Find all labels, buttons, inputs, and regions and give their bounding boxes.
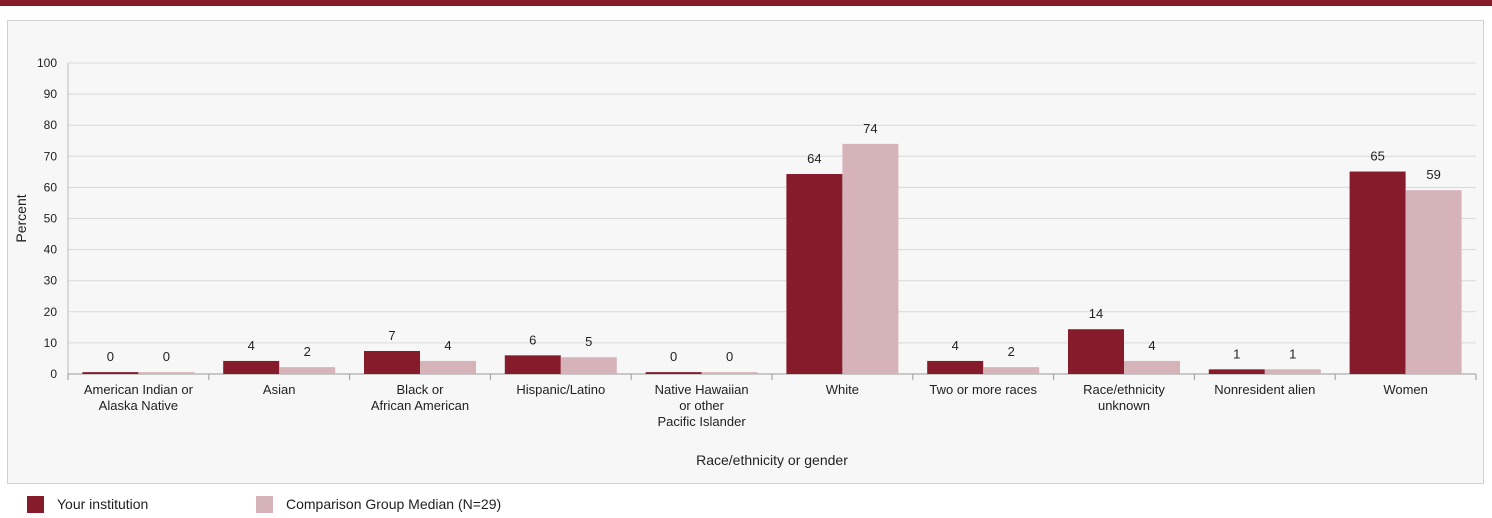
y-tick-label: 60 bbox=[44, 180, 58, 194]
y-tick-label: 80 bbox=[44, 118, 58, 132]
x-tick-label: Nonresident alien bbox=[1214, 382, 1315, 397]
data-label: 0 bbox=[726, 349, 733, 364]
x-tick-label: or other bbox=[679, 398, 724, 413]
x-tick-label: Two or more races bbox=[929, 382, 1037, 397]
legend-swatch-comparison-median bbox=[256, 495, 273, 513]
x-tick-label: Black or bbox=[397, 382, 445, 397]
x-tick-label: Women bbox=[1383, 382, 1428, 397]
data-label: 0 bbox=[163, 349, 170, 364]
data-label: 74 bbox=[863, 121, 877, 136]
x-tick-label: Hispanic/Latino bbox=[516, 382, 605, 397]
y-axis-title: Percent bbox=[13, 194, 29, 242]
chart-panel: 0 10 20 30 40 50 60 70 80 90 100 0 0 American Indian … bbox=[7, 20, 1484, 484]
legend: Your institution Comparison Group Median… bbox=[0, 487, 1492, 518]
legend-label-your-institution: Your institution bbox=[57, 496, 149, 512]
data-label: 59 bbox=[1426, 167, 1440, 182]
y-tick-label: 90 bbox=[44, 87, 58, 101]
x-axis-title: Race/ethnicity or gender bbox=[696, 452, 848, 468]
x-tick-label: Native Hawaiian bbox=[655, 382, 749, 397]
y-tick-label: 70 bbox=[44, 149, 58, 163]
data-label: 0 bbox=[107, 349, 114, 364]
bar bbox=[560, 357, 617, 374]
x-tick-label: White bbox=[826, 382, 859, 397]
y-tick-label: 20 bbox=[44, 305, 58, 319]
data-label: 4 bbox=[248, 338, 255, 353]
legend-label-comparison-median: Comparison Group Median (N=29) bbox=[286, 496, 502, 512]
data-label: 4 bbox=[1148, 338, 1155, 353]
bar bbox=[842, 143, 899, 374]
y-tick-label: 50 bbox=[44, 212, 58, 226]
bar bbox=[504, 355, 561, 374]
x-tick-label: Alaska Native bbox=[99, 398, 178, 413]
data-label: 4 bbox=[952, 338, 959, 353]
bar bbox=[701, 372, 758, 374]
bar bbox=[786, 174, 843, 374]
data-label: 1 bbox=[1289, 346, 1296, 361]
bar bbox=[223, 360, 280, 374]
y-tick-label: 40 bbox=[44, 243, 58, 257]
bar bbox=[420, 360, 476, 374]
bar bbox=[138, 372, 195, 374]
legend-swatch-your-institution bbox=[27, 495, 44, 513]
data-label: 64 bbox=[807, 151, 821, 166]
x-tick-label: Asian bbox=[263, 382, 296, 397]
y-tick-label: 0 bbox=[50, 367, 57, 381]
bar bbox=[279, 367, 336, 374]
data-label: 6 bbox=[529, 332, 536, 347]
data-label: 0 bbox=[670, 349, 677, 364]
data-label: 7 bbox=[388, 328, 395, 343]
bar bbox=[1124, 360, 1180, 374]
data-label: 2 bbox=[1008, 344, 1015, 359]
bar bbox=[364, 350, 420, 374]
data-label: 2 bbox=[304, 344, 311, 359]
bar bbox=[1405, 190, 1462, 374]
bar bbox=[1349, 171, 1406, 374]
bar bbox=[927, 360, 984, 374]
data-label: 65 bbox=[1370, 149, 1384, 164]
y-tick-label: 100 bbox=[37, 56, 57, 70]
x-tick-label: American Indian or bbox=[84, 382, 194, 397]
y-tick-label: 30 bbox=[44, 274, 58, 288]
x-tick-label: Race/ethnicity bbox=[1083, 382, 1165, 397]
x-tick-label: African American bbox=[371, 398, 469, 413]
legend-item-comparison-median: Comparison Group Median (N=29) bbox=[256, 495, 501, 513]
legend-item-your-institution: Your institution bbox=[27, 495, 148, 513]
bar bbox=[983, 367, 1040, 374]
y-tick-label: 10 bbox=[44, 336, 58, 350]
data-label: 4 bbox=[444, 338, 451, 353]
top-accent-bar bbox=[0, 0, 1492, 6]
data-label: 14 bbox=[1089, 306, 1103, 321]
bar bbox=[645, 372, 702, 374]
bar bbox=[1264, 369, 1321, 374]
bar bbox=[82, 372, 139, 374]
x-tick-label: Pacific Islander bbox=[658, 414, 747, 429]
data-label: 5 bbox=[585, 334, 592, 349]
bar bbox=[1208, 369, 1265, 374]
bar bbox=[1068, 329, 1124, 374]
data-label: 1 bbox=[1233, 346, 1240, 361]
x-tick-label: unknown bbox=[1098, 398, 1150, 413]
